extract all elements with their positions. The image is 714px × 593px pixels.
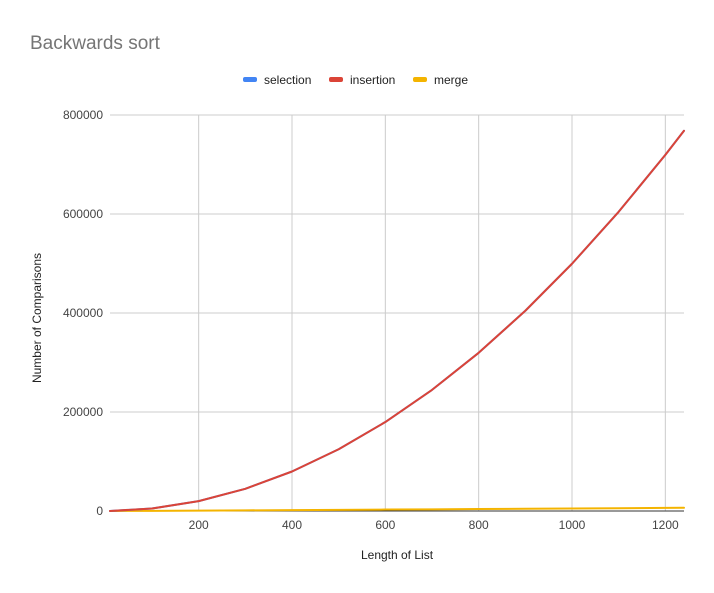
legend-swatch bbox=[243, 77, 257, 82]
series-line-merge bbox=[109, 506, 685, 512]
y-tick-label: 400000 bbox=[63, 306, 103, 320]
legend-label: merge bbox=[434, 73, 468, 87]
y-tick-label: 0 bbox=[96, 504, 103, 518]
legend[interactable]: selection insertion merge bbox=[243, 73, 468, 87]
x-tick-label: 800 bbox=[469, 518, 489, 532]
legend-label: selection bbox=[264, 73, 311, 87]
x-tick-label: 1000 bbox=[559, 518, 586, 532]
x-tick-label: 1200 bbox=[652, 518, 679, 532]
legend-item-merge[interactable]: merge bbox=[413, 73, 468, 87]
x-tick-label: 600 bbox=[375, 518, 395, 532]
legend-label: insertion bbox=[350, 73, 395, 87]
legend-item-selection[interactable]: selection bbox=[243, 73, 311, 87]
x-axis-ticks: 200 400 600 800 1000 1200 bbox=[189, 518, 679, 532]
series-lines bbox=[109, 129, 685, 512]
y-axis-ticks: 0 200000 400000 600000 800000 bbox=[63, 108, 103, 518]
y-tick-label: 600000 bbox=[63, 207, 103, 221]
x-tick-label: 400 bbox=[282, 518, 302, 532]
legend-swatch bbox=[329, 77, 343, 82]
chart-title: Backwards sort bbox=[30, 33, 161, 54]
legend-item-insertion[interactable]: insertion bbox=[329, 73, 395, 87]
legend-swatch bbox=[413, 77, 427, 82]
y-tick-label: 800000 bbox=[63, 108, 103, 122]
y-axis-label: Number of Comparisons bbox=[30, 253, 44, 383]
series-line-insertion bbox=[109, 129, 685, 512]
y-tick-label: 200000 bbox=[63, 405, 103, 419]
gridlines bbox=[110, 114, 684, 511]
x-tick-label: 200 bbox=[189, 518, 209, 532]
x-axis-label: Length of List bbox=[361, 548, 434, 562]
